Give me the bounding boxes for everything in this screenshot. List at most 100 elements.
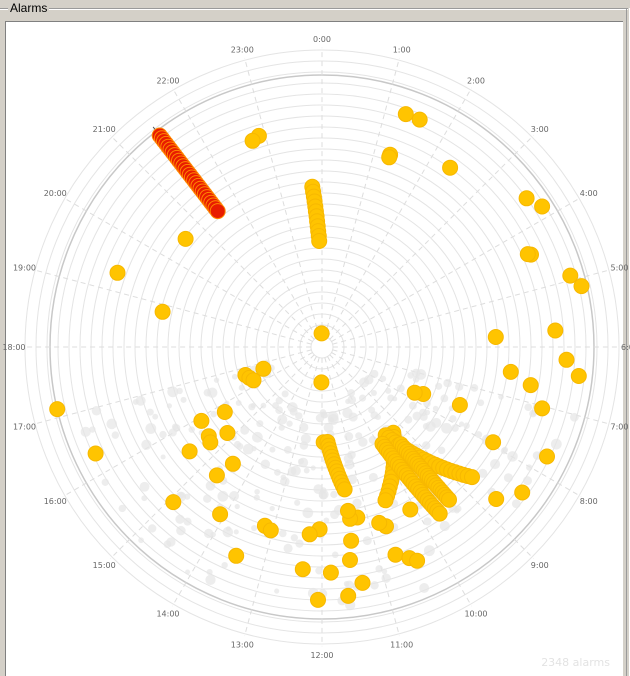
background-alarm [275, 396, 283, 405]
background-alarm [370, 390, 377, 396]
alarm-point[interactable] [87, 445, 104, 462]
alarm-point[interactable] [212, 506, 229, 523]
alarm-point[interactable] [534, 198, 551, 215]
background-alarm [167, 386, 179, 398]
background-alarm [118, 504, 127, 513]
alarm-point[interactable] [431, 505, 448, 522]
alarm-point[interactable] [340, 502, 356, 519]
alarm-point[interactable] [402, 501, 419, 518]
alarm-point[interactable] [310, 591, 326, 608]
alarm-point[interactable] [311, 233, 328, 249]
alarm-point[interactable] [381, 149, 398, 166]
alarm-point[interactable] [451, 397, 468, 413]
alarm-point[interactable] [354, 574, 371, 591]
background-alarm [141, 439, 152, 450]
alarm-point[interactable] [262, 522, 279, 539]
alarm-point[interactable] [228, 547, 245, 564]
background-alarm [364, 375, 374, 385]
hour-label: 2:00 [467, 76, 485, 85]
alarm-point[interactable] [547, 322, 564, 339]
alarm-point[interactable] [343, 532, 360, 549]
background-alarm [470, 384, 479, 392]
background-alarm [287, 402, 298, 413]
background-alarm [236, 442, 244, 450]
alarm-point[interactable] [216, 404, 233, 420]
alarm-point[interactable] [377, 492, 394, 509]
alarm-point[interactable] [442, 159, 459, 176]
selected-alarm[interactable] [209, 203, 226, 220]
alarm-point[interactable] [49, 401, 66, 418]
background-alarm [80, 426, 91, 437]
alarm-point[interactable] [397, 106, 414, 123]
background-alarm [281, 390, 289, 398]
alarm-point[interactable] [387, 546, 404, 563]
alarm-point[interactable] [154, 303, 171, 320]
alarm-point[interactable] [313, 325, 330, 342]
hour-label: 12:00 [310, 651, 333, 660]
alarm-point[interactable] [411, 111, 428, 128]
alarm-point[interactable] [371, 514, 388, 531]
background-alarm [286, 420, 293, 427]
alarm-point[interactable] [406, 384, 423, 401]
alarm-point[interactable] [488, 491, 505, 507]
alarm-point[interactable] [573, 278, 590, 295]
alarm-point[interactable] [570, 368, 587, 384]
background-alarm [347, 389, 356, 397]
alarm-point[interactable] [336, 481, 353, 498]
alarm-point[interactable] [558, 351, 575, 368]
alarm-point[interactable] [301, 526, 318, 543]
hour-spoke [32, 269, 312, 345]
alarm-point[interactable] [514, 484, 531, 501]
hour-label: 6:00 [621, 343, 630, 352]
alarm-point[interactable] [322, 564, 339, 581]
alarm-points[interactable] [49, 106, 590, 608]
alarm-point[interactable] [181, 443, 198, 460]
background-alarm [507, 451, 518, 462]
alarm-point[interactable] [441, 491, 457, 508]
alarm-point[interactable] [522, 377, 539, 394]
alarm-point[interactable] [518, 190, 535, 207]
background-alarm [422, 441, 431, 450]
background-alarm [449, 415, 457, 423]
alarm-point[interactable] [294, 561, 311, 578]
hour-label: 7:00 [611, 423, 629, 432]
alarm-point[interactable] [464, 469, 480, 486]
alarm-point[interactable] [485, 434, 502, 451]
hour-spoke [331, 196, 582, 342]
alarm-point[interactable] [109, 264, 126, 281]
background-alarm [319, 491, 328, 500]
alarm-point[interactable] [534, 400, 551, 417]
alarm-point[interactable] [165, 494, 182, 511]
alarm-point[interactable] [255, 360, 272, 377]
hour-label: 0:00 [313, 35, 331, 44]
background-alarm [203, 494, 212, 503]
background-alarm [330, 510, 340, 520]
alarm-point[interactable] [219, 425, 236, 441]
alarm-point[interactable] [245, 372, 262, 389]
alarm-point[interactable] [313, 374, 330, 391]
alarm-point[interactable] [409, 552, 426, 569]
alarm-point[interactable] [202, 434, 219, 451]
alarm-point[interactable] [487, 329, 504, 345]
alarm-point[interactable] [502, 363, 519, 380]
background-alarm [297, 458, 304, 465]
alarm-point[interactable] [224, 455, 241, 472]
alarm-point[interactable] [244, 132, 261, 149]
selected-alarms[interactable] [151, 127, 226, 220]
background-alarm [254, 488, 260, 495]
alarm-point[interactable] [340, 587, 357, 604]
hour-label: 16:00 [44, 497, 67, 506]
alarm-point[interactable] [519, 246, 536, 263]
background-alarm [345, 398, 351, 405]
alarm-point[interactable] [177, 230, 194, 247]
background-alarm [234, 503, 240, 510]
alarm-point[interactable] [208, 467, 225, 484]
alarm-point[interactable] [342, 552, 358, 568]
background-alarm [229, 490, 240, 501]
alarm-point[interactable] [193, 412, 210, 429]
alarm-point[interactable] [562, 267, 579, 284]
alarm-point[interactable] [539, 448, 555, 465]
background-alarm [422, 423, 430, 430]
background-alarm [233, 529, 239, 535]
